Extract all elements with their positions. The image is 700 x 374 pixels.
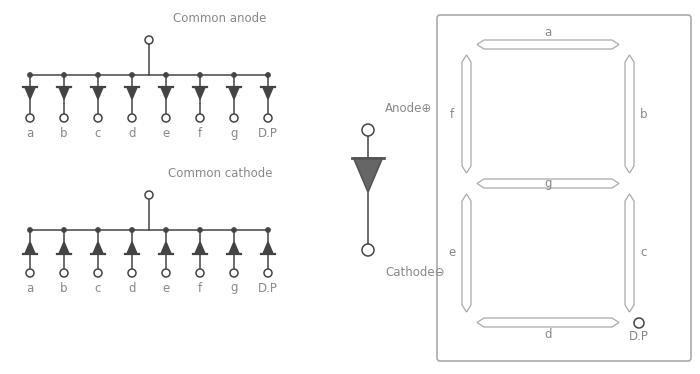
Text: g: g <box>545 177 552 190</box>
Text: f: f <box>450 107 454 120</box>
Text: D.P: D.P <box>258 126 278 140</box>
Text: f: f <box>198 282 202 294</box>
Text: b: b <box>60 126 68 140</box>
Circle shape <box>264 269 272 277</box>
Polygon shape <box>462 55 471 173</box>
Circle shape <box>196 269 204 277</box>
Circle shape <box>634 318 644 328</box>
Polygon shape <box>477 40 619 49</box>
Circle shape <box>60 269 68 277</box>
Text: b: b <box>60 282 68 294</box>
Circle shape <box>128 269 136 277</box>
Text: Common cathode: Common cathode <box>168 166 272 180</box>
Circle shape <box>162 269 170 277</box>
Polygon shape <box>477 318 619 327</box>
Polygon shape <box>229 87 239 99</box>
Circle shape <box>232 73 237 77</box>
Text: Common anode: Common anode <box>174 12 267 25</box>
Polygon shape <box>195 87 205 99</box>
FancyBboxPatch shape <box>437 15 691 361</box>
Text: c: c <box>640 246 648 260</box>
Text: e: e <box>449 246 456 260</box>
Polygon shape <box>59 242 69 254</box>
Polygon shape <box>161 242 171 254</box>
Text: a: a <box>27 282 34 294</box>
Polygon shape <box>127 87 137 99</box>
Polygon shape <box>59 87 69 99</box>
Polygon shape <box>625 55 634 173</box>
Circle shape <box>94 114 102 122</box>
Circle shape <box>95 73 101 77</box>
Circle shape <box>162 114 170 122</box>
Text: c: c <box>94 126 101 140</box>
Text: Anode⊕: Anode⊕ <box>385 101 433 114</box>
Text: Cathode⊖: Cathode⊖ <box>385 266 444 279</box>
Text: a: a <box>27 126 34 140</box>
Text: e: e <box>162 282 169 294</box>
Circle shape <box>196 114 204 122</box>
Circle shape <box>95 227 101 233</box>
Circle shape <box>145 36 153 44</box>
Circle shape <box>264 114 272 122</box>
Text: D.P: D.P <box>258 282 278 294</box>
Circle shape <box>27 73 32 77</box>
Circle shape <box>197 73 202 77</box>
Circle shape <box>130 227 134 233</box>
Text: d: d <box>128 126 136 140</box>
Circle shape <box>62 73 66 77</box>
Circle shape <box>362 244 374 256</box>
Circle shape <box>164 73 169 77</box>
Circle shape <box>232 227 237 233</box>
Circle shape <box>230 114 238 122</box>
Polygon shape <box>229 242 239 254</box>
Polygon shape <box>93 87 103 99</box>
Text: c: c <box>94 282 101 294</box>
Polygon shape <box>25 87 35 99</box>
Text: g: g <box>230 126 238 140</box>
Text: D.P: D.P <box>629 331 649 343</box>
Polygon shape <box>127 242 137 254</box>
Polygon shape <box>625 194 634 312</box>
Text: d: d <box>128 282 136 294</box>
Circle shape <box>128 114 136 122</box>
Polygon shape <box>161 87 171 99</box>
Circle shape <box>265 73 270 77</box>
Text: f: f <box>198 126 202 140</box>
Circle shape <box>60 114 68 122</box>
Text: g: g <box>230 282 238 294</box>
Text: a: a <box>545 25 552 39</box>
Circle shape <box>26 114 34 122</box>
Polygon shape <box>354 158 382 192</box>
Circle shape <box>26 269 34 277</box>
Polygon shape <box>93 242 103 254</box>
Polygon shape <box>263 87 273 99</box>
Text: b: b <box>640 107 648 120</box>
Circle shape <box>265 227 270 233</box>
Polygon shape <box>477 179 619 188</box>
Polygon shape <box>462 194 471 312</box>
Polygon shape <box>263 242 273 254</box>
Circle shape <box>362 124 374 136</box>
Circle shape <box>27 227 32 233</box>
Circle shape <box>230 269 238 277</box>
Circle shape <box>130 73 134 77</box>
Polygon shape <box>195 242 205 254</box>
Circle shape <box>62 227 66 233</box>
Polygon shape <box>25 242 35 254</box>
Circle shape <box>145 191 153 199</box>
Circle shape <box>164 227 169 233</box>
Circle shape <box>94 269 102 277</box>
Circle shape <box>197 227 202 233</box>
Text: d: d <box>545 328 552 341</box>
Text: e: e <box>162 126 169 140</box>
